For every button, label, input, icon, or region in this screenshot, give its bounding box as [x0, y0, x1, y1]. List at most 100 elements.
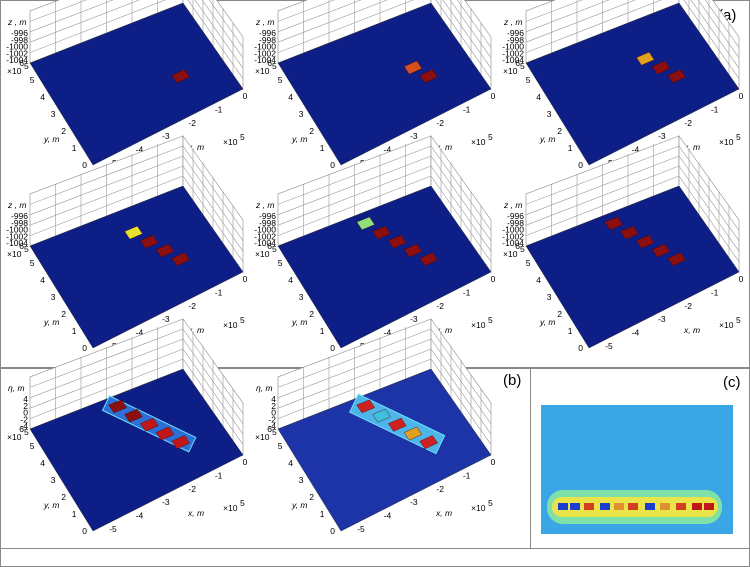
x-axis-label: x, m [187, 325, 204, 335]
y-tick-label: 4 [288, 92, 293, 102]
y-tick-label: 5 [526, 75, 531, 85]
source-block [372, 408, 391, 423]
y-multiplier: ×10 [255, 432, 270, 442]
y-tick-label: 1 [320, 143, 325, 153]
y-tick-label: 2 [309, 492, 314, 502]
y-multiplier: ×10 [503, 66, 518, 76]
surface [29, 185, 244, 349]
y-exponent: 5 [272, 427, 277, 437]
source-block [403, 426, 423, 441]
source-block [140, 234, 159, 249]
y-tick-label: 0 [82, 343, 87, 353]
x-tick-label: -2 [188, 118, 196, 128]
heatmap-cell [692, 503, 702, 510]
z-tick-label: -998 [11, 35, 28, 45]
heatmap-cell [676, 503, 686, 510]
source-block [124, 408, 143, 423]
x-tick-label: 0 [243, 457, 248, 467]
source-block [171, 252, 190, 267]
z-tick-label: -1002 [6, 231, 28, 241]
plot-a6: z , m-996-998-1000-1002-1004×10 50123456y… [502, 135, 744, 353]
y-tick-label: 1 [568, 143, 573, 153]
y-tick-label: 6 [19, 424, 24, 434]
x-tick-label: -5 [357, 524, 365, 534]
y-tick-label: 2 [557, 309, 562, 319]
x-tick-label: -1 [463, 104, 471, 114]
x-multiplier: ×10 [471, 137, 486, 147]
y-tick-label: 4 [40, 92, 45, 102]
x-axis-label: x, m [435, 325, 452, 335]
source-block [636, 234, 655, 249]
x-exponent: 5 [488, 132, 493, 142]
x-tick-label: -5 [109, 524, 117, 534]
z-axis-label: z , m [503, 17, 522, 27]
y-tick-label: 4 [288, 275, 293, 285]
y-tick-label: 1 [320, 326, 325, 336]
y-tick-label: 0 [578, 160, 583, 170]
x-tick-label: -3 [410, 497, 418, 507]
y-tick-label: 5 [30, 75, 35, 85]
z-axis-label: z , m [7, 200, 26, 210]
y-tick-label: 3 [51, 109, 56, 119]
z-tick-label: -996 [259, 28, 276, 38]
z-tick-label: -4 [20, 421, 28, 431]
z-tick-label: -1000 [502, 225, 524, 235]
z-axis-label: z , m [503, 200, 522, 210]
heatmap-cell [558, 503, 568, 510]
y-tick-label: 3 [299, 475, 304, 485]
y-tick-label: 4 [288, 458, 293, 468]
x-tick-label: -2 [436, 484, 444, 494]
source-block [636, 51, 655, 66]
y-tick-label: 4 [40, 275, 45, 285]
z-tick-label: -998 [259, 35, 276, 45]
surface [277, 185, 492, 349]
panel-c-label: (c) [723, 374, 741, 391]
x-tick-label: -3 [162, 497, 170, 507]
x-multiplier: ×10 [471, 320, 486, 330]
x-tick-label: -4 [136, 328, 144, 338]
heatmap-c [541, 405, 733, 534]
x-tick-label: -3 [658, 314, 666, 324]
source-block [419, 252, 438, 267]
y-axis-label: y, m [291, 500, 307, 510]
y-tick-label: 2 [61, 126, 66, 136]
x-tick-label: -2 [684, 118, 692, 128]
y-exponent: 5 [24, 427, 29, 437]
x-tick-label: 0 [491, 274, 496, 284]
surface [525, 2, 740, 166]
x-axis-label: x, m [435, 142, 452, 152]
heatmap-cell [570, 503, 580, 510]
y-tick-label: 4 [536, 92, 541, 102]
x-tick-label: -1 [711, 287, 719, 297]
z-tick-label: -2 [268, 414, 276, 424]
y-multiplier: ×10 [7, 66, 22, 76]
y-tick-label: 1 [72, 326, 77, 336]
y-tick-label: 0 [330, 343, 335, 353]
bottom-strip [0, 548, 750, 567]
y-tick-label: 2 [61, 492, 66, 502]
panel-b-label: (b) [503, 372, 521, 389]
z-tick-label: 0 [271, 408, 276, 418]
heatmap-cell [645, 503, 655, 510]
y-tick-label: 6 [267, 424, 272, 434]
source-block [651, 60, 671, 75]
z-tick-label: 4 [271, 394, 276, 404]
y-tick-label: 0 [330, 160, 335, 170]
z-axis-label: z , m [255, 17, 274, 27]
y-axis-label: y, m [539, 134, 555, 144]
source-block [620, 225, 639, 240]
z-tick-label: 2 [23, 401, 28, 411]
x-tick-label: -3 [410, 314, 418, 324]
x-tick-label: 0 [739, 91, 744, 101]
z-tick-label: -998 [11, 218, 28, 228]
y-axis-label: y, m [539, 317, 555, 327]
z-tick-label: -1002 [254, 231, 276, 241]
heatmap-cell [584, 503, 594, 510]
z-tick-label: -998 [507, 35, 524, 45]
surface [277, 2, 492, 166]
z-tick-label: -1002 [502, 48, 524, 58]
source-block [155, 243, 175, 258]
y-axis-label: y, m [291, 317, 307, 327]
x-axis-label: x, m [187, 142, 204, 152]
y-tick-label: 0 [82, 526, 87, 536]
